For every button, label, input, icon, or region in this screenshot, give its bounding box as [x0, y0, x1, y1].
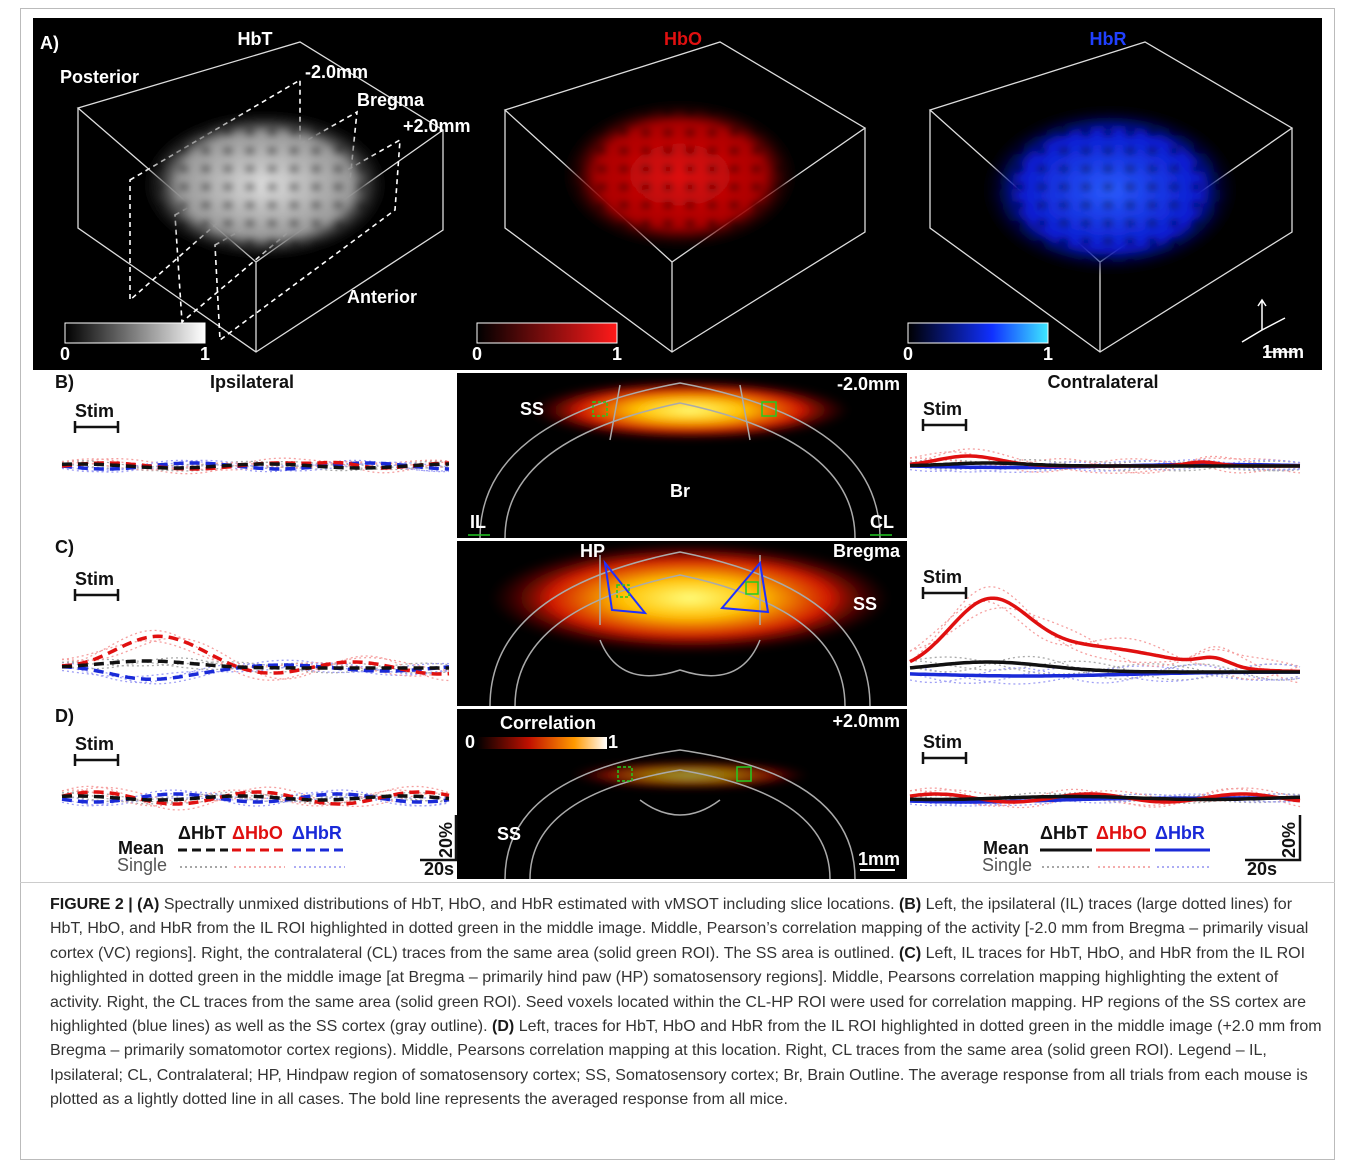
annotation: Bregma — [357, 90, 425, 110]
caption-bold: (C) — [899, 945, 921, 962]
stim-label: Stim — [923, 399, 962, 419]
panel-label: D) — [55, 706, 74, 726]
caption-bold: (B) — [899, 896, 921, 913]
legend-single: Single — [982, 855, 1032, 875]
scale-label: 1mm — [858, 849, 900, 869]
scale-label: 20% — [1279, 822, 1299, 858]
region-label: CL — [870, 512, 894, 532]
legend-item: ΔHbO — [232, 823, 283, 843]
body: A) HbT HbO HbR Posterior -2.0mm Bregma +… — [0, 0, 1357, 1172]
legend-item: ΔHbO — [1096, 823, 1147, 843]
region-label: SS — [497, 824, 521, 844]
correlation-maps — [457, 373, 907, 879]
colorbar — [477, 323, 617, 343]
colorbar-min: 0 — [472, 344, 482, 364]
legend-item: ΔHbT — [178, 823, 226, 843]
page: Figure 2 {"panel_a": {"label": "A)", "ti… — [0, 0, 1357, 1172]
colorbar-max: 1 — [608, 732, 618, 752]
caption-bold: (D) — [492, 1018, 514, 1035]
scale-label: 20% — [436, 822, 456, 858]
side-title: Contralateral — [1047, 372, 1158, 392]
caption-text: Spectrally unmixed distributions of HbT,… — [164, 896, 895, 913]
scale-label: 20s — [424, 859, 454, 879]
panel-label: C) — [55, 537, 74, 557]
side-title: Ipsilateral — [210, 372, 294, 392]
colorbar-title: Correlation — [500, 713, 596, 733]
region-label: SS — [520, 399, 544, 419]
stim-label: Stim — [923, 567, 962, 587]
stim-label: Stim — [75, 569, 114, 589]
trace — [910, 598, 1300, 671]
volume-renderings — [140, 100, 1240, 275]
region-label: IL — [470, 512, 486, 532]
colorbar-min: 0 — [465, 732, 475, 752]
colorbar — [65, 323, 205, 343]
figure: A) HbT HbO HbR Posterior -2.0mm Bregma +… — [0, 0, 1357, 882]
stim-label: Stim — [75, 401, 114, 421]
colorbar-min: 0 — [903, 344, 913, 364]
slice-label: -2.0mm — [837, 374, 900, 394]
caption-bold: FIGURE 2 | (A) — [50, 896, 159, 913]
annotation: Posterior — [60, 67, 139, 87]
region-label: SS — [853, 594, 877, 614]
trace — [62, 641, 449, 676]
caption: FIGURE 2 | (A) Spectrally unmixed distri… — [50, 893, 1322, 1113]
colorbar — [908, 323, 1048, 343]
map-title: HbT — [238, 29, 273, 49]
region-label: HP — [580, 541, 605, 561]
colorbar-max: 1 — [200, 344, 210, 364]
separator — [20, 882, 1335, 883]
map-title: HbO — [664, 29, 702, 49]
slice-label: Bregma — [833, 541, 901, 561]
slice-label: +2.0mm — [832, 711, 900, 731]
panel-label: B) — [55, 372, 74, 392]
legend-single: Single — [117, 855, 167, 875]
colorbar-max: 1 — [1043, 344, 1053, 364]
map-title: HbR — [1090, 29, 1127, 49]
region-label: Br — [670, 481, 690, 501]
scale-label: 1mm — [1262, 342, 1304, 362]
legend-item: ΔHbR — [1155, 823, 1205, 843]
legend-item: ΔHbT — [1040, 823, 1088, 843]
colorbar-max: 1 — [612, 344, 622, 364]
panel-label: A) — [40, 33, 59, 53]
annotation: Anterior — [347, 287, 417, 307]
scale-label: 20s — [1247, 859, 1277, 879]
legend-item: ΔHbR — [292, 823, 342, 843]
colorbar-min: 0 — [60, 344, 70, 364]
stim-label: Stim — [923, 732, 962, 752]
annotation: -2.0mm — [305, 62, 368, 82]
trace — [910, 587, 1300, 667]
stim-label: Stim — [75, 734, 114, 754]
annotation: +2.0mm — [403, 116, 471, 136]
